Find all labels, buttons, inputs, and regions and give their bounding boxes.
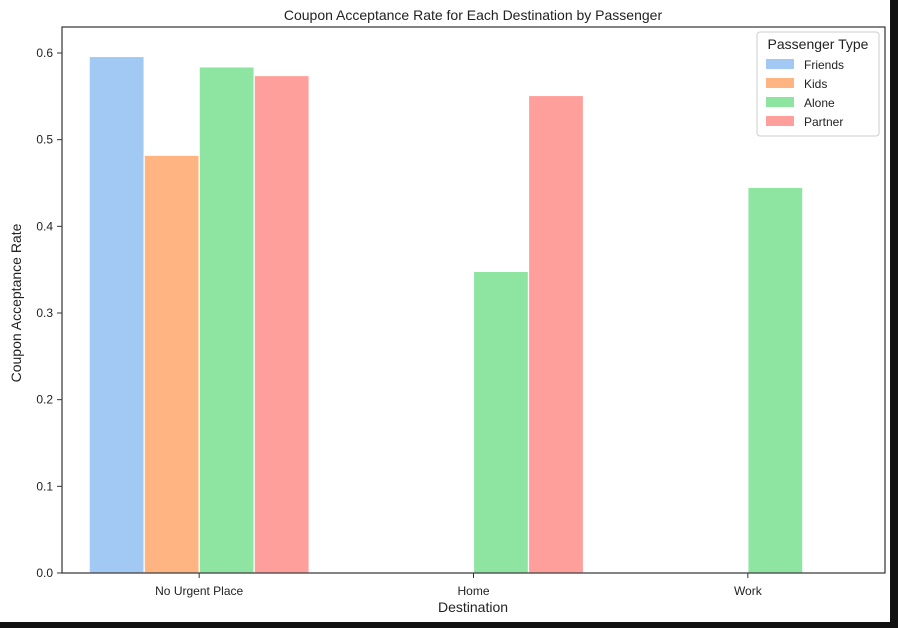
legend-swatch-alone: [766, 97, 794, 107]
bar-alone-work: [747, 186, 804, 574]
y-tick-label: 0.0: [36, 566, 53, 580]
y-tick-label: 0.3: [36, 306, 53, 320]
bar-partner-home: [527, 94, 585, 574]
legend-label-friends: Friends: [804, 58, 844, 72]
legend-title: Passenger Type: [768, 36, 869, 52]
x-axis-label: Destination: [438, 599, 508, 615]
legend: Passenger Type Friends Kids Alone Partner: [756, 31, 880, 137]
x-tick-label: No Urgent Place: [155, 584, 243, 598]
legend-label-kids: Kids: [804, 77, 827, 91]
legend-box: [756, 31, 880, 137]
bar-friends-no-urgent-place: [88, 55, 145, 574]
bar-alone-home: [472, 270, 530, 574]
y-tick-label: 0.6: [36, 46, 53, 60]
y-axis-label: Coupon Acceptance Rate: [8, 223, 24, 382]
x-axis: No Urgent Place Home Work: [155, 573, 763, 598]
y-tick-label: 0.2: [36, 393, 53, 407]
x-tick-label: Work: [734, 584, 763, 598]
bar-partner-no-urgent-place: [253, 74, 310, 574]
y-axis: 0.0 0.1 0.2 0.3 0.4 0.5 0.6: [36, 46, 62, 580]
x-tick-label: Home: [457, 584, 489, 598]
legend-label-alone: Alone: [804, 96, 835, 110]
legend-swatch-kids: [766, 78, 794, 88]
legend-swatch-partner: [766, 116, 794, 126]
bar-alone-no-urgent-place: [198, 66, 255, 574]
y-tick-label: 0.1: [36, 479, 53, 493]
bars-group: [88, 55, 804, 574]
plot-area-border: [61, 26, 886, 574]
y-tick-label: 0.4: [36, 219, 53, 233]
chart-title: Coupon Acceptance Rate for Each Destinat…: [284, 7, 663, 23]
y-tick-label: 0.5: [36, 133, 53, 147]
bar-kids-no-urgent-place: [143, 154, 200, 574]
legend-swatch-friends: [766, 59, 794, 69]
legend-label-partner: Partner: [804, 115, 843, 129]
